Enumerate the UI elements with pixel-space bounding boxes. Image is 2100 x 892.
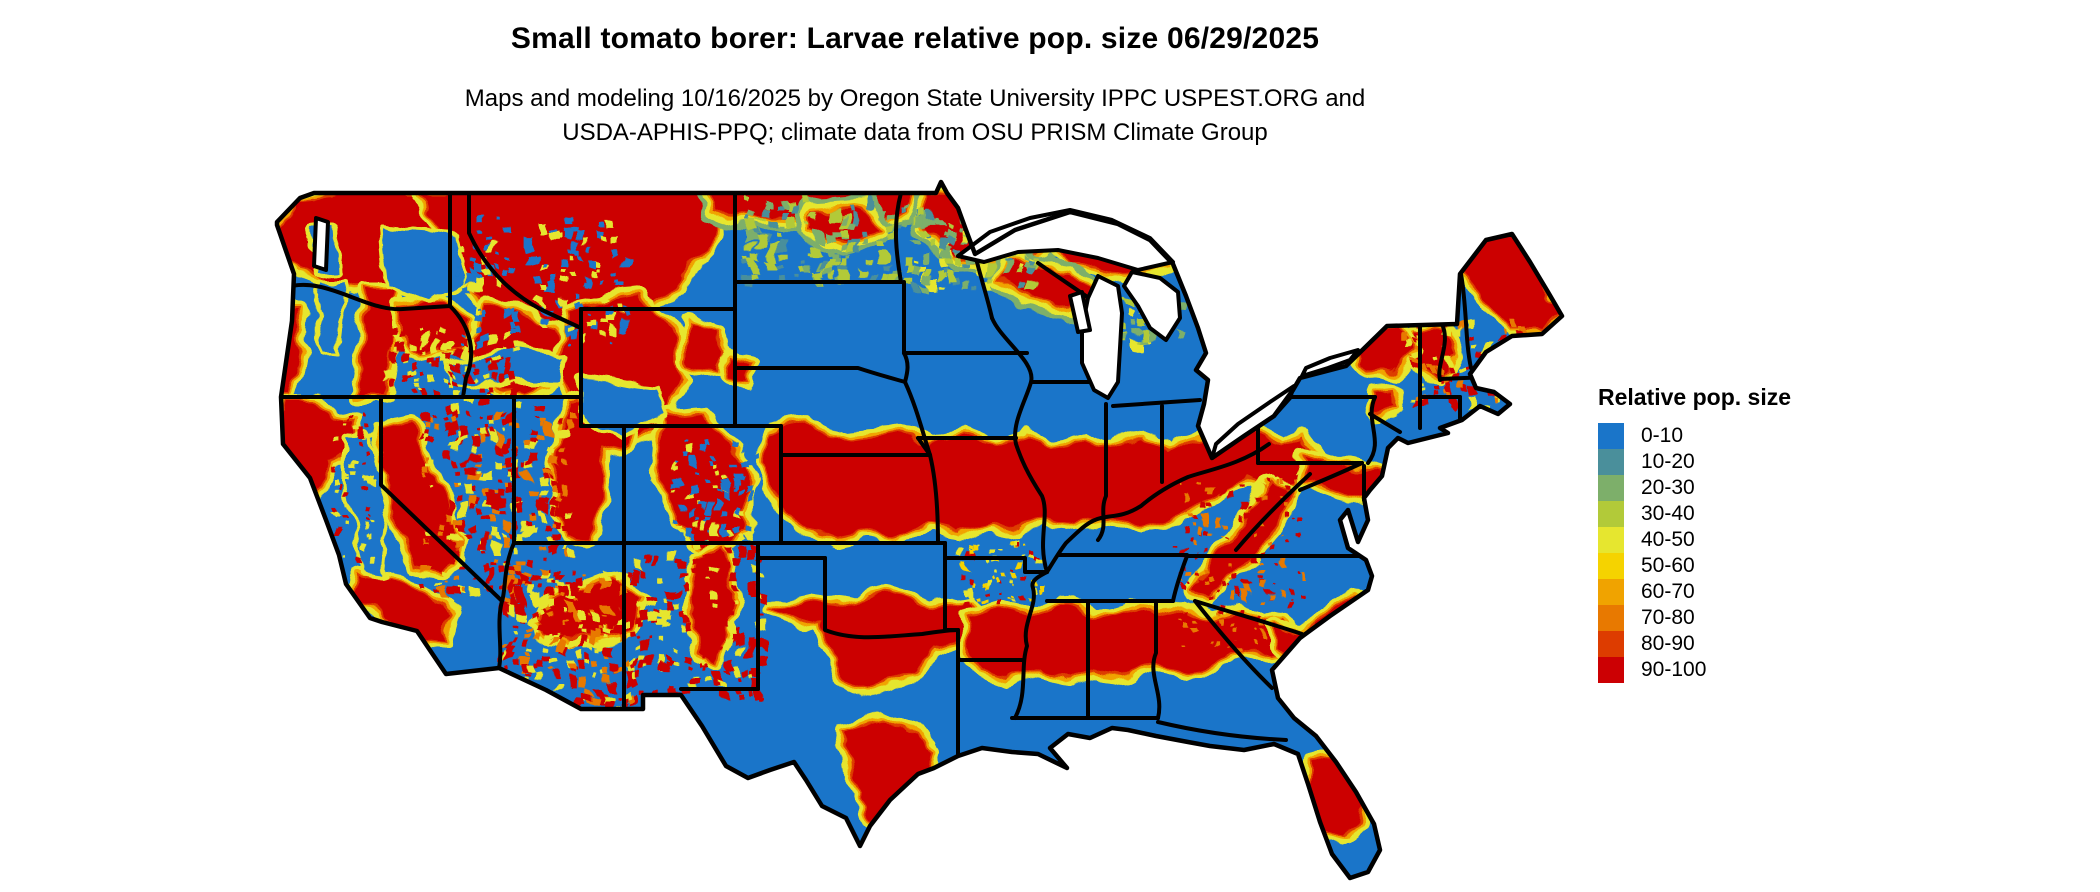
legend-item: 80-90 [1598,631,1898,657]
us-map-svg [274,179,1565,881]
legend-items: 0-10 10-20 20-30 30-40 40-50 50-60 60-70 70-80 8… [1598,423,1898,683]
legend-color-swatch [1598,605,1624,631]
subtitle-line-1: Maps and modeling 10/16/2025 by Oregon S… [464,85,1366,112]
map-legend: Relative pop. size 0-10 10-20 20-30 30-40 40… [1598,384,1898,683]
legend-item: 10-20 [1598,449,1898,475]
subtitle-line-2: USDA-APHIS-PPQ; climate data from OSU PR… [562,119,1268,146]
legend-item: 60-70 [1598,579,1898,605]
legend-item-label: 80-90 [1641,632,1695,655]
legend-color-swatch [1598,501,1624,527]
us-choropleth-map [270,178,1570,892]
legend-item-label: 50-60 [1641,554,1695,577]
legend-item-label: 70-80 [1641,606,1695,629]
legend-color-swatch [1598,579,1624,605]
legend-color-swatch [1598,553,1624,579]
figure-title: Small tomato borer: Larvae relative pop.… [510,22,1320,55]
legend-item-label: 20-30 [1641,476,1695,499]
legend-item: 30-40 [1598,501,1898,527]
legend-item-label: 30-40 [1641,502,1695,525]
legend-color-swatch [1598,475,1624,501]
legend-item: 70-80 [1598,605,1898,631]
legend-item: 50-60 [1598,553,1898,579]
legend-color-swatch [1598,423,1624,449]
legend-item-label: 10-20 [1641,450,1695,473]
legend-item-label: 60-70 [1641,580,1695,603]
legend-item-label: 0-10 [1641,424,1684,447]
legend-color-swatch [1598,657,1624,683]
legend-item: 40-50 [1598,527,1898,553]
legend-title: Relative pop. size [1598,384,1792,410]
legend-item: 20-30 [1598,475,1898,501]
legend-item-label: 40-50 [1641,528,1695,551]
legend-color-swatch [1598,449,1624,475]
legend-item-label: 90-100 [1641,658,1707,681]
legend-item: 0-10 [1598,423,1898,449]
legend-item: 90-100 [1598,657,1898,683]
legend-color-swatch [1598,527,1624,553]
legend-color-swatch [1598,631,1624,657]
figure-subtitle: Maps and modeling 10/16/2025 by Oregon S… [0,82,1830,150]
